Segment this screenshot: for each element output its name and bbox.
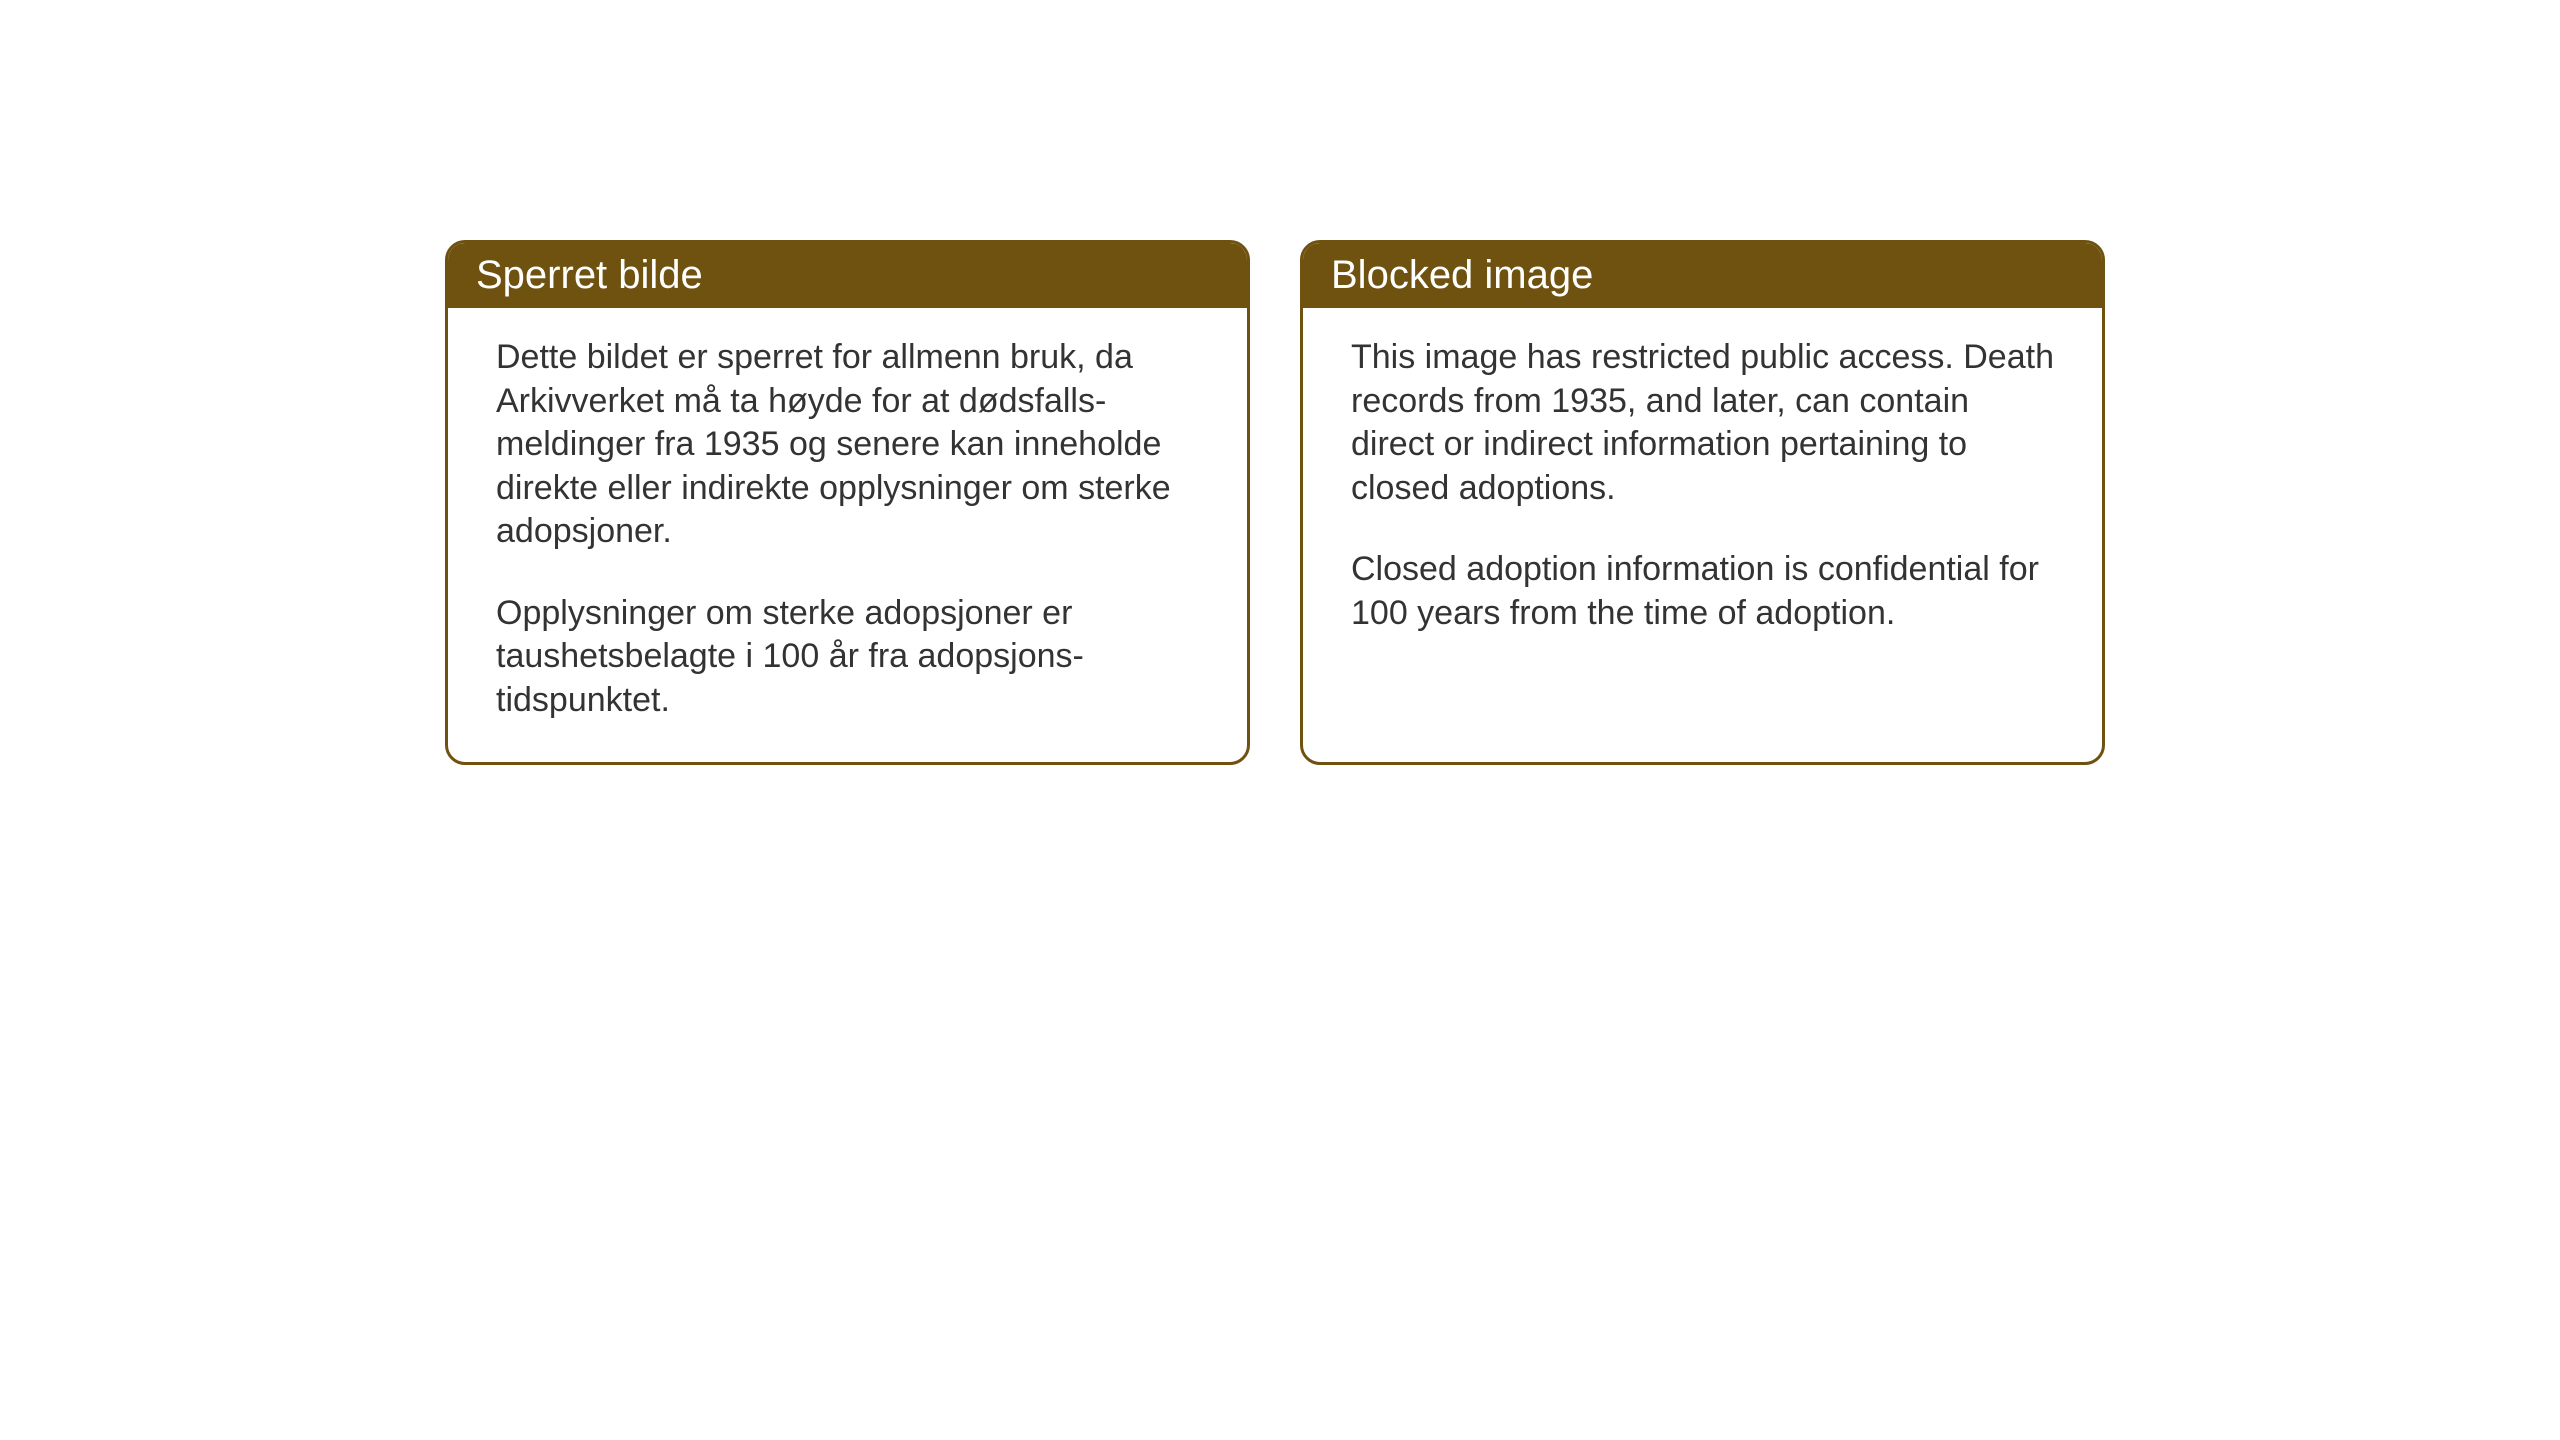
english-paragraph-2: Closed adoption information is confident… [1351,548,2054,635]
norwegian-card-body: Dette bildet er sperret for allmenn bruk… [448,308,1247,762]
english-paragraph-1: This image has restricted public access.… [1351,336,2054,510]
english-card-body: This image has restricted public access.… [1303,308,2102,675]
english-card: Blocked image This image has restricted … [1300,240,2105,765]
norwegian-card: Sperret bilde Dette bildet er sperret fo… [445,240,1250,765]
cards-container: Sperret bilde Dette bildet er sperret fo… [445,240,2105,765]
norwegian-card-header: Sperret bilde [448,243,1247,308]
norwegian-paragraph-1: Dette bildet er sperret for allmenn bruk… [496,336,1199,554]
norwegian-paragraph-2: Opplysninger om sterke adopsjoner er tau… [496,592,1199,723]
norwegian-card-title: Sperret bilde [476,253,703,297]
english-card-title: Blocked image [1331,253,1593,297]
english-card-header: Blocked image [1303,243,2102,308]
